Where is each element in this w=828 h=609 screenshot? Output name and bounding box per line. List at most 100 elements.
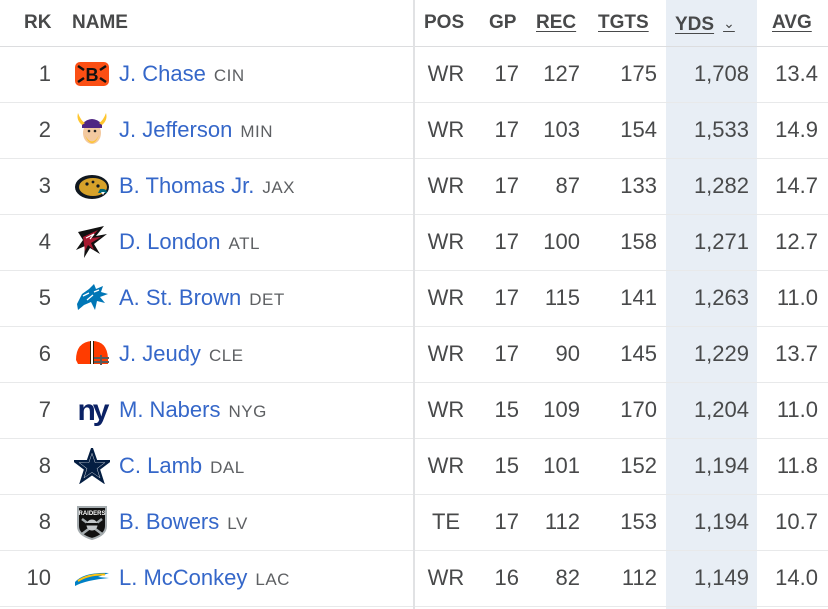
rec-cell: 101 [543,453,580,478]
tgts-cell: 112 [621,565,657,590]
rec-cell: 127 [543,61,580,86]
avg-cell: 13.4 [775,61,818,86]
player-name-link[interactable]: B. Thomas Jr. [119,173,255,198]
table-row: 3 B. Thomas Jr. JAX WR 17 87 133 1,282 14.7 [0,158,828,215]
gp-cell: 17 [494,509,519,534]
header-rk: RK [24,12,52,33]
rank-cell: 4 [38,229,51,254]
rank-cell: 8 [38,453,51,478]
rec-cell: 112 [544,509,580,534]
column-divider [413,0,415,609]
player-name-link[interactable]: J. Chase [119,61,206,86]
sorted-column-highlight [666,46,757,609]
table-row: 10 L. McConkey LAC WR 16 82 112 1,149 14.0 [0,550,828,607]
chargers-logo-icon [74,560,110,596]
header-rec[interactable]: REC [536,0,576,46]
avg-cell: 14.7 [775,173,818,198]
tgts-cell: 145 [620,341,657,366]
rec-cell: 87 [555,173,580,198]
player-name-link[interactable]: J. Jeudy [119,341,201,366]
header-yds-sorted[interactable]: YDS ⌄ [666,0,757,46]
player-name-link[interactable]: B. Bowers [119,509,220,534]
gp-cell: 15 [494,453,519,478]
team-abbr: NYG [228,402,267,421]
avg-cell: 11.0 [776,397,818,422]
jaguars-logo-icon [74,168,110,204]
rec-cell: 82 [555,565,580,590]
player-name-link[interactable]: D. London [119,229,221,254]
yds-cell: 1,229 [693,341,749,366]
svg-text:B: B [86,65,99,85]
player-name-cell: D. London ATL [119,214,260,270]
team-abbr: CIN [213,66,245,85]
bengals-logo-icon: B [74,56,110,92]
rec-cell: 90 [555,341,580,366]
team-abbr: LV [227,514,248,533]
avg-cell: 14.0 [775,565,818,590]
avg-cell: 11.8 [776,453,818,478]
rec-cell: 115 [544,285,580,310]
pos-cell: WR [427,565,465,590]
gp-cell: 17 [494,341,519,366]
player-name-cell: C. Lamb DAL [119,438,245,494]
rank-cell: 8 [38,509,51,534]
player-name-cell: B. Bowers LV [119,494,248,550]
giants-logo-icon: ny [74,392,112,428]
vikings-logo-icon [74,112,110,148]
rec-cell: 100 [543,229,580,254]
table-row: 8 C. Lamb DAL WR 15 101 152 1,194 11.8 [0,438,828,495]
header-rec-label: REC [536,12,577,33]
gp-cell: 17 [494,173,519,198]
rank-cell: 5 [38,285,51,310]
player-name-link[interactable]: M. Nabers [119,397,221,422]
yds-cell: 1,194 [693,509,749,534]
gp-cell: 15 [494,397,519,422]
table-row: 4 D. London ATL WR 17 100 158 1,271 12.7 [0,214,828,271]
svg-text:ny: ny [77,394,109,427]
avg-cell: 13.7 [775,341,818,366]
rank-cell: 10 [26,565,51,590]
yds-cell: 1,271 [693,229,749,254]
tgts-cell: 154 [620,117,657,142]
header-yds-label: YDS [675,14,715,35]
header-tgts-label: TGTS [598,12,649,33]
header-tgts[interactable]: TGTS [598,0,649,46]
gp-cell: 17 [494,61,519,86]
team-abbr: DAL [210,458,245,477]
player-name-link[interactable]: J. Jefferson [119,117,233,142]
pos-cell: WR [427,229,465,254]
pos-cell: WR [427,453,465,478]
yds-cell: 1,204 [693,397,749,422]
player-name-link[interactable]: C. Lamb [119,453,203,478]
tgts-cell: 170 [620,397,657,422]
yds-cell: 1,149 [693,565,749,590]
team-abbr: DET [249,290,285,309]
tgts-cell: 175 [620,61,657,86]
player-name-link[interactable]: A. St. Brown [119,285,242,310]
rank-cell: 6 [38,341,51,366]
player-name-cell: J. Chase CIN [119,46,245,102]
tgts-cell: 153 [620,509,657,534]
team-abbr: LAC [255,570,290,589]
header-name: NAME [72,12,128,33]
rank-cell: 1 [38,61,51,86]
avg-cell: 11.0 [776,285,818,310]
pos-cell: WR [427,285,465,310]
rec-cell: 109 [543,397,580,422]
player-name-cell: L. McConkey LAC [119,550,290,606]
table-row: 5 A. St. Brown DET WR 17 115 141 1,263 11.0 [0,270,828,327]
yds-cell: 1,708 [693,61,749,86]
browns-logo-icon [74,336,110,372]
avg-cell: 14.9 [775,117,818,142]
avg-cell: 12.7 [775,229,818,254]
lions-logo-icon [74,280,110,316]
yds-cell: 1,194 [693,453,749,478]
pos-cell: WR [427,397,465,422]
player-name-link[interactable]: L. McConkey [119,565,248,590]
tgts-cell: 141 [620,285,657,310]
yds-cell: 1,282 [693,173,749,198]
team-abbr: JAX [262,178,295,197]
rec-cell: 103 [543,117,580,142]
header-avg[interactable]: AVG [772,0,812,46]
